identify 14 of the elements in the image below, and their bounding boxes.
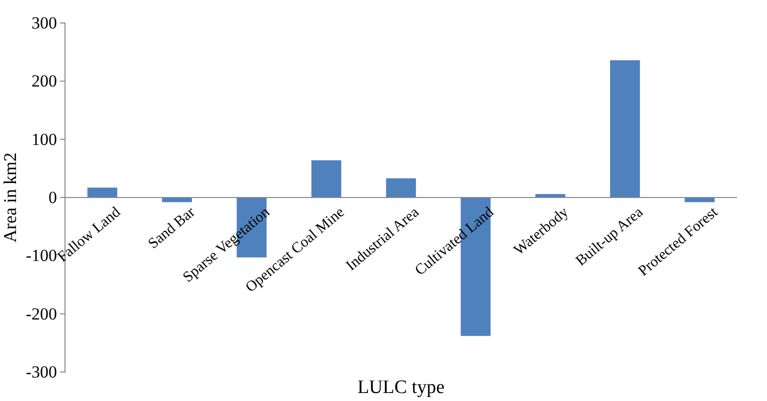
x-axis-title: LULC type [357,377,445,398]
bar [386,178,416,198]
y-tick-label: -200 [26,304,57,324]
y-tick-label: -100 [26,246,57,266]
y-tick-label: 200 [32,72,57,91]
bar [311,160,342,198]
x-tick-label: Sand Bar [146,204,198,252]
bar [610,60,640,198]
y-tick-label: 0 [48,188,57,207]
bar [87,188,118,198]
y-axis-title: Area in km2 [0,152,20,242]
y-tick-label: 300 [32,13,57,32]
y-tick-label: -300 [26,362,57,382]
y-tick-label: 100 [32,130,57,149]
